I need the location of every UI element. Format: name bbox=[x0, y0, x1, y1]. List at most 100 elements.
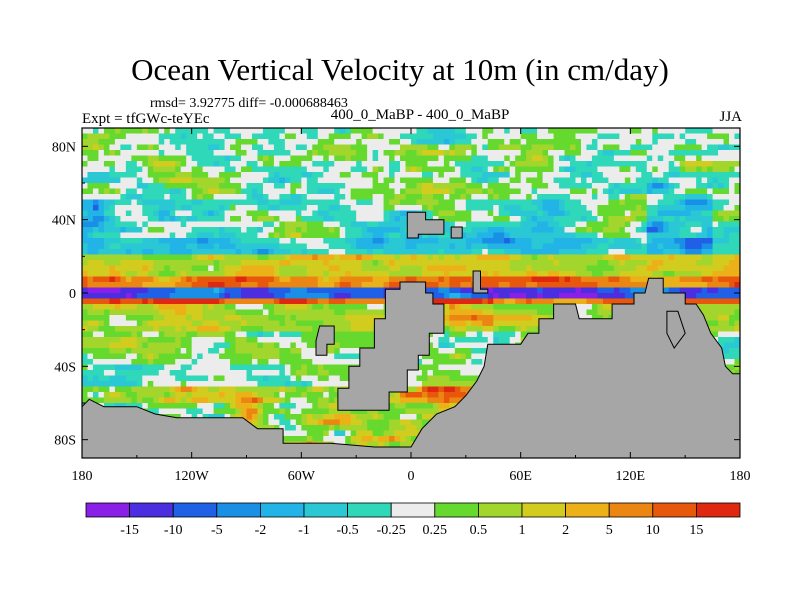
field-cell bbox=[449, 155, 456, 162]
field-cell bbox=[175, 128, 182, 134]
field-cell bbox=[92, 254, 99, 261]
field-cell bbox=[696, 177, 703, 184]
field-cell bbox=[262, 271, 269, 277]
field-cell bbox=[476, 309, 483, 316]
field-cell bbox=[657, 183, 664, 189]
field-cell bbox=[175, 315, 182, 321]
field-cell bbox=[723, 342, 730, 349]
field-cell bbox=[169, 353, 176, 360]
field-cell bbox=[400, 210, 406, 217]
field-cell bbox=[230, 133, 236, 140]
field-cell bbox=[175, 238, 182, 244]
field-cell bbox=[378, 276, 384, 283]
field-cell bbox=[531, 276, 538, 283]
field-cell bbox=[449, 172, 456, 178]
field-cell bbox=[509, 232, 516, 239]
field-cell bbox=[98, 221, 105, 228]
field-cell bbox=[630, 128, 637, 134]
field-cell bbox=[169, 249, 176, 255]
field-cell bbox=[548, 298, 554, 305]
field-cell bbox=[701, 139, 708, 145]
field-cell bbox=[564, 238, 571, 244]
field-cell bbox=[685, 161, 692, 167]
field-cell bbox=[153, 348, 160, 354]
field-cell bbox=[230, 265, 236, 272]
field-cell bbox=[158, 260, 165, 266]
field-cell bbox=[400, 144, 406, 151]
field-cell bbox=[454, 199, 461, 206]
field-cell bbox=[197, 320, 204, 327]
field-cell bbox=[520, 144, 527, 151]
field-cell bbox=[345, 133, 352, 140]
field-cell bbox=[619, 183, 626, 189]
field-cell bbox=[378, 243, 384, 250]
field-cell bbox=[701, 194, 708, 200]
field-cell bbox=[564, 183, 571, 189]
field-cell bbox=[273, 304, 280, 310]
field-cell bbox=[630, 144, 637, 151]
field-cell bbox=[169, 221, 176, 228]
field-cell bbox=[400, 243, 406, 250]
field-cell bbox=[712, 254, 719, 261]
field-cell bbox=[723, 249, 730, 255]
field-cell bbox=[191, 139, 198, 145]
field-cell bbox=[136, 282, 143, 288]
field-cell bbox=[98, 161, 105, 167]
field-cell bbox=[142, 298, 149, 305]
field-cell bbox=[657, 199, 664, 206]
field-cell bbox=[169, 183, 176, 189]
field-cell bbox=[597, 139, 604, 145]
field-cell bbox=[701, 249, 708, 255]
field-cell bbox=[142, 139, 149, 145]
field-cell bbox=[624, 293, 631, 299]
field-cell bbox=[608, 199, 615, 206]
field-cell bbox=[509, 177, 516, 184]
field-cell bbox=[493, 150, 500, 156]
field-cell bbox=[268, 166, 275, 173]
field-cell bbox=[712, 210, 719, 217]
field-cell bbox=[476, 199, 483, 206]
field-cell bbox=[548, 249, 554, 255]
field-cell bbox=[323, 133, 330, 140]
field-cell bbox=[87, 210, 94, 217]
field-cell bbox=[427, 348, 434, 354]
field-cell bbox=[454, 139, 461, 145]
field-cell bbox=[443, 337, 450, 343]
field-cell bbox=[202, 155, 209, 162]
field-cell bbox=[548, 309, 554, 316]
field-cell bbox=[224, 133, 231, 140]
field-cell bbox=[411, 276, 417, 283]
field-cell bbox=[624, 155, 631, 162]
field-cell bbox=[378, 177, 384, 184]
field-cell bbox=[378, 210, 384, 217]
field-cell bbox=[487, 254, 494, 261]
field-cell bbox=[400, 276, 406, 283]
field-cell bbox=[268, 254, 275, 261]
field-cell bbox=[153, 172, 160, 178]
field-cell bbox=[383, 128, 390, 134]
field-cell bbox=[729, 293, 735, 299]
field-cell bbox=[465, 238, 472, 244]
field-cell bbox=[230, 139, 236, 145]
field-cell bbox=[460, 276, 467, 283]
field-cell bbox=[471, 227, 478, 233]
field-cell bbox=[301, 144, 308, 151]
field-cell bbox=[202, 232, 209, 239]
field-cell bbox=[537, 194, 543, 200]
field-cell bbox=[317, 155, 324, 162]
field-cell bbox=[312, 177, 319, 184]
field-cell bbox=[251, 232, 258, 239]
field-cell bbox=[82, 199, 88, 206]
field-cell bbox=[284, 133, 291, 140]
field-cell bbox=[164, 221, 171, 228]
field-cell bbox=[262, 166, 269, 173]
field-cell bbox=[169, 243, 176, 250]
field-cell bbox=[257, 177, 264, 184]
field-cell bbox=[103, 337, 110, 343]
field-cell bbox=[696, 133, 703, 140]
field-cell bbox=[295, 276, 302, 283]
field-cell bbox=[279, 238, 286, 244]
field-cell bbox=[246, 287, 253, 294]
field-cell bbox=[487, 276, 494, 283]
field-cell bbox=[548, 150, 554, 156]
